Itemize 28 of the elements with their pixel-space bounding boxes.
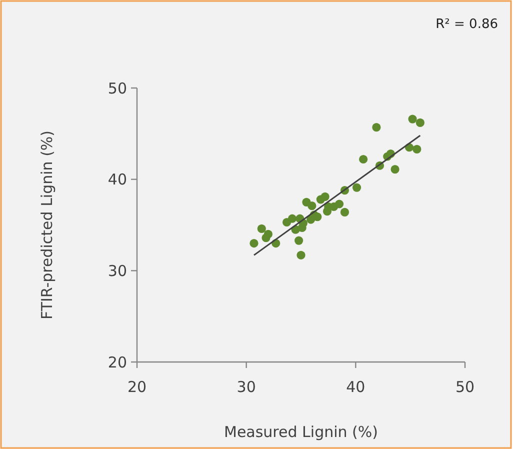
point [390,164,400,174]
y-tick-label: 30 [108,262,127,280]
point [264,230,272,238]
y-axis-title: FTIR-predicted Lignin (%) [38,130,56,320]
point [257,224,266,233]
point [416,118,424,128]
y-tick-label: 40 [108,170,127,189]
x-tick-label: 50 [455,378,475,396]
point [412,144,422,154]
x-axis-title: Measured Lignin (%) [224,423,378,441]
point [288,214,297,223]
y-tick-label: 20 [108,353,127,372]
x-tick-label: 30 [236,378,256,396]
point [294,236,304,245]
point [372,122,381,132]
point [340,208,350,217]
point [408,114,417,124]
x-tick-label: 20 [127,378,147,396]
point [334,200,344,208]
point [250,238,258,248]
y-tick-label: 50 [108,79,127,98]
x-tick-label: 40 [346,378,366,396]
point [359,154,368,164]
point [320,192,330,201]
point [352,183,362,192]
point [296,250,306,260]
point [308,202,316,210]
text: R² = 0.86 [436,17,498,32]
